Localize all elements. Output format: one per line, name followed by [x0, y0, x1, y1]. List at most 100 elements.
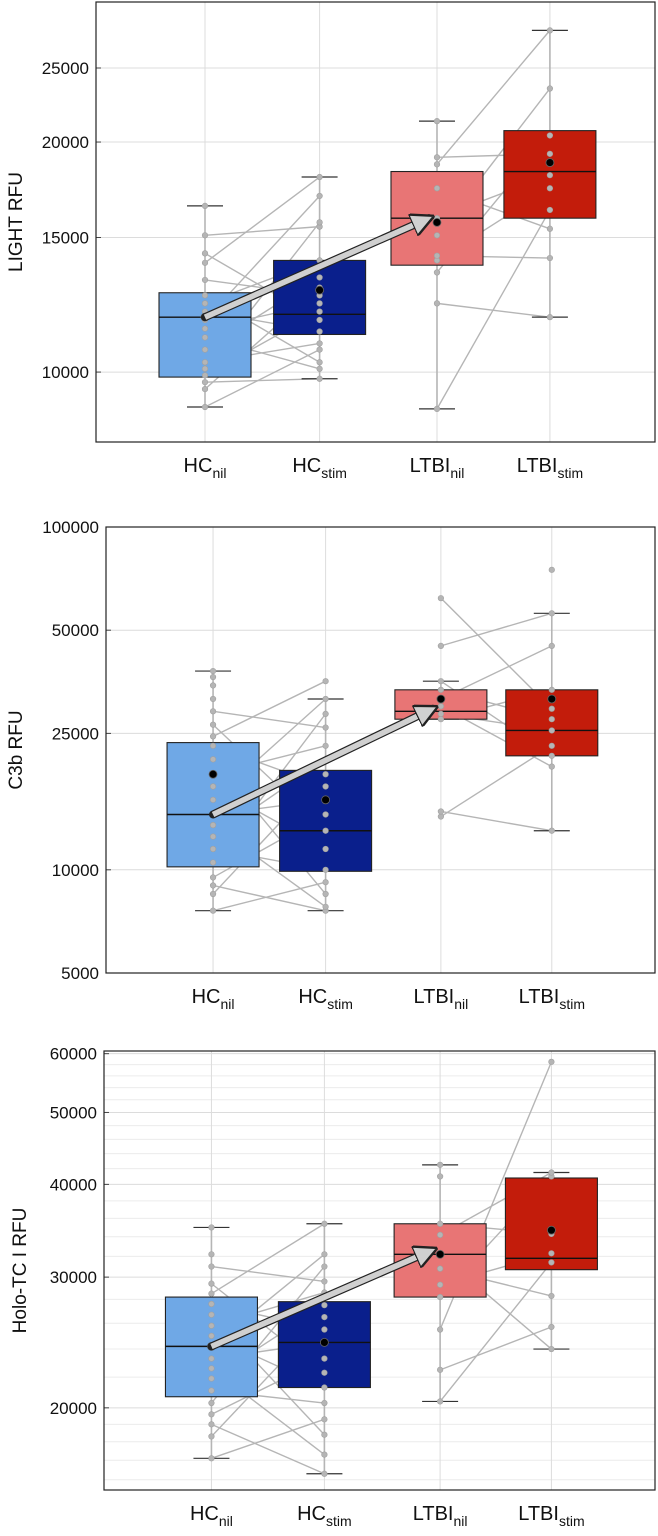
data-point	[437, 1161, 444, 1168]
data-point	[201, 232, 209, 239]
mean-marker	[321, 795, 331, 805]
data-point	[437, 716, 444, 723]
data-point	[437, 595, 444, 602]
data-point	[546, 85, 554, 92]
data-point	[208, 1375, 215, 1382]
y-tick-label: 50000	[52, 621, 99, 640]
data-point	[201, 403, 209, 411]
data-point	[437, 1326, 444, 1333]
data-point	[321, 1399, 328, 1407]
data-point	[548, 1169, 555, 1176]
data-point	[209, 695, 217, 703]
data-point	[321, 1251, 328, 1258]
data-point	[322, 866, 329, 873]
data-point	[201, 372, 209, 379]
data-point	[546, 206, 554, 214]
mean-marker	[435, 1249, 445, 1259]
data-point	[209, 733, 217, 740]
data-point	[316, 346, 323, 353]
data-point	[548, 642, 555, 649]
pair-line	[440, 810, 552, 832]
data-point	[201, 365, 209, 372]
data-point	[546, 150, 554, 157]
data-point	[548, 742, 555, 749]
data-point	[201, 334, 209, 341]
x-tick-label: HCnil	[190, 1503, 233, 1529]
x-tick-label: HCnil	[192, 986, 235, 1012]
x-tick-label-sub: nil	[212, 465, 226, 481]
data-point	[433, 154, 441, 161]
data-point	[437, 703, 444, 710]
data-point	[548, 1259, 555, 1266]
data-point	[201, 276, 209, 284]
data-point	[208, 1455, 215, 1462]
x-tick-label: HCstim	[297, 1503, 352, 1529]
data-point	[546, 254, 554, 262]
pair-line	[212, 680, 326, 738]
plot-frame	[95, 1, 656, 443]
data-point	[322, 879, 329, 886]
pair-line	[436, 302, 550, 318]
x-tick-label-main: LTBI	[518, 1503, 559, 1525]
data-point	[209, 833, 217, 840]
data-point	[433, 252, 441, 259]
data-point	[209, 907, 217, 914]
data-point	[208, 1290, 215, 1297]
x-tick-label: HCnil	[184, 455, 227, 481]
y-tick-label: 20000	[42, 133, 89, 152]
data-point	[437, 1281, 444, 1288]
data-point	[316, 375, 323, 382]
pair-line	[212, 710, 326, 729]
x-tick-label-sub: stim	[327, 996, 353, 1012]
data-point	[548, 686, 555, 693]
x-tick-label-main: HC	[298, 986, 327, 1008]
data-point	[321, 1302, 328, 1309]
data-point	[316, 359, 323, 366]
data-point	[321, 1355, 328, 1362]
data-point	[437, 813, 444, 820]
data-point	[321, 1451, 328, 1458]
data-point	[322, 724, 329, 731]
data-point	[209, 682, 217, 689]
data-point	[546, 314, 554, 321]
pair-line	[211, 1265, 325, 1283]
data-point	[548, 705, 555, 712]
data-point	[208, 1251, 215, 1258]
y-tick-label: 10000	[52, 861, 99, 880]
data-point	[322, 742, 329, 749]
data-point	[209, 822, 217, 829]
data-point	[433, 269, 441, 276]
x-tick-label-sub: stim	[559, 996, 585, 1012]
data-point	[208, 1280, 215, 1287]
x-tick-label-main: LTBI	[517, 455, 558, 477]
data-point	[548, 827, 555, 834]
data-point	[208, 1322, 215, 1329]
data-point	[546, 172, 554, 179]
data-point	[437, 1366, 444, 1373]
data-point	[209, 673, 217, 681]
data-point	[201, 346, 209, 353]
data-point	[433, 118, 441, 125]
mean-marker	[547, 694, 557, 704]
pair-line	[204, 225, 320, 237]
data-point	[316, 340, 323, 347]
data-point	[548, 1058, 555, 1065]
data-point	[208, 1399, 215, 1407]
mean-marker	[436, 694, 446, 704]
data-point	[208, 1411, 215, 1418]
data-point	[201, 250, 209, 257]
mean-marker	[208, 769, 218, 779]
data-point	[209, 756, 217, 763]
y-tick-label: 25000	[42, 59, 89, 78]
data-point	[548, 1250, 555, 1257]
data-point	[321, 1470, 328, 1477]
data-point	[437, 710, 444, 717]
data-point	[201, 325, 209, 332]
data-point	[437, 686, 444, 693]
x-tick-label: LTBIstim	[517, 455, 583, 481]
y-tick-label: 10000	[42, 363, 89, 382]
panel-3: 20000 30000 40000 50000 60000 Holo-TC I RFU HC…	[10, 1045, 656, 1529]
data-point	[208, 1311, 215, 1318]
